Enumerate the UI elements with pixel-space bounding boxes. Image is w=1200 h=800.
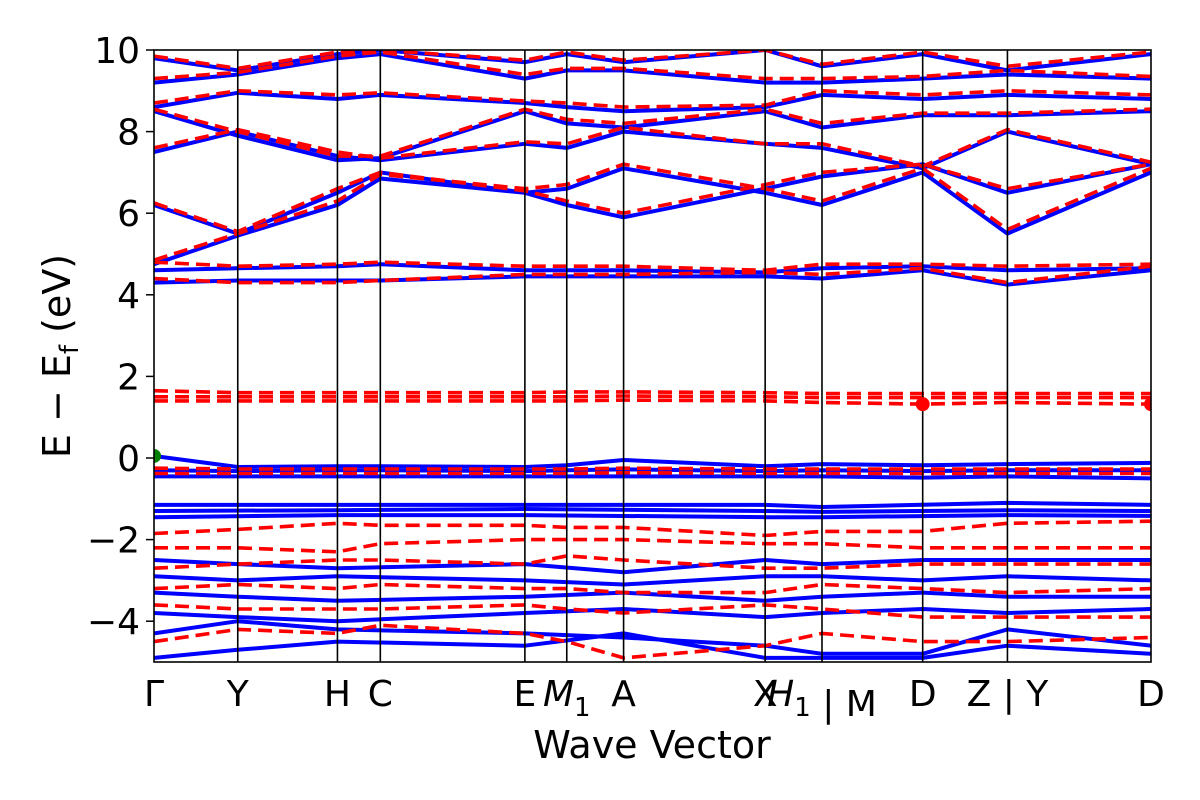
y-tick-label: 0 xyxy=(117,439,140,480)
band-line-solid xyxy=(154,500,1151,509)
point-marker xyxy=(154,448,161,463)
y-axis-label-unit: (eV) xyxy=(35,254,79,345)
y-axis-label: E − Ef (eV) xyxy=(35,254,85,458)
y-axis-label-main: E − E xyxy=(35,354,79,458)
band-line-dashed xyxy=(154,89,1151,109)
band-line-solid xyxy=(154,90,1151,114)
band-line-solid xyxy=(154,109,1151,163)
x-tick-label: C xyxy=(368,674,393,715)
x-axis-label: Wave Vector xyxy=(533,723,771,767)
band-line-dashed xyxy=(154,260,1151,273)
band-line-solid xyxy=(154,50,1151,73)
x-tick-label: M1 xyxy=(543,674,591,723)
point-marker xyxy=(1144,397,1151,412)
band-line-solid xyxy=(154,52,1151,85)
band-line-dashed xyxy=(154,582,1151,595)
band-line-dashed xyxy=(154,162,1151,234)
band-line-solid xyxy=(154,507,1151,514)
point-marker xyxy=(915,397,930,412)
band-line-dashed xyxy=(154,623,1151,660)
x-tick-label: E xyxy=(514,674,537,715)
band-line-dashed xyxy=(154,107,1151,158)
y-tick-label: 4 xyxy=(117,276,140,317)
x-tick-label: D xyxy=(909,674,937,715)
y-tick-label: 6 xyxy=(117,194,140,235)
band-line-dashed xyxy=(154,394,1151,400)
band-line-dashed xyxy=(154,125,1151,169)
band-line-solid xyxy=(154,558,1151,575)
band-line-dashed xyxy=(154,470,1151,476)
x-tick-label: X xyxy=(753,674,778,715)
band-line-solid xyxy=(154,590,1151,603)
svg-text:E − Ef (eV): E − Ef (eV) xyxy=(35,254,85,458)
x-tick-label: H1 | M xyxy=(767,674,877,725)
band-line-solid xyxy=(154,631,1151,660)
x-tick-label: A xyxy=(611,674,636,715)
band-line-dashed xyxy=(154,519,1151,538)
x-tick-label: Z | Y xyxy=(967,674,1050,715)
y-axis-ticks: −4 −2 0 2 4 6 8 10 xyxy=(87,31,154,643)
x-axis-kpoint-labels: Γ Y H C E M1 A XH1 | M D Z | Y D xyxy=(144,674,1165,725)
plot-area xyxy=(154,50,1151,662)
band-line-solid xyxy=(154,607,1151,624)
band-line-dashed xyxy=(154,162,1151,262)
y-tick-label: 10 xyxy=(94,31,140,72)
band-line-dashed xyxy=(154,50,1151,71)
band-line-dashed xyxy=(154,603,1151,619)
kpath-vertical-lines xyxy=(236,50,1009,662)
point-markers xyxy=(154,397,1151,463)
x-tick-label: Y xyxy=(226,674,250,715)
band-line-dashed xyxy=(154,388,1151,396)
y-tick-label: 8 xyxy=(117,113,140,154)
band-line-solid xyxy=(154,619,1151,656)
y-tick-label: −4 xyxy=(87,602,140,643)
band-line-dashed xyxy=(154,466,1151,471)
band-line-solid xyxy=(154,574,1151,587)
y-tick-label: 2 xyxy=(117,357,140,398)
band-line-solid xyxy=(154,513,1151,520)
band-line-solid xyxy=(154,262,1151,275)
band-line-solid xyxy=(154,268,1151,287)
band-line-dashed xyxy=(154,398,1151,406)
band-line-dashed xyxy=(154,264,1151,285)
x-tick-label: D xyxy=(1137,674,1165,715)
band-line-solid xyxy=(154,166,1151,267)
y-tick-label: −2 xyxy=(87,521,140,562)
band-line-solid xyxy=(154,474,1151,481)
series-solid-bands xyxy=(154,50,1151,660)
plot-frame xyxy=(153,49,1152,663)
band-line-dashed xyxy=(154,537,1151,554)
band-line-solid xyxy=(154,454,1151,469)
y-axis-label-sub: f xyxy=(55,344,85,354)
band-line-dashed xyxy=(154,50,1151,81)
band-line-dashed xyxy=(154,554,1151,570)
x-tick-label: H xyxy=(324,674,351,715)
x-tick-label: Γ xyxy=(144,674,164,715)
series-dashed-bands xyxy=(154,50,1151,660)
